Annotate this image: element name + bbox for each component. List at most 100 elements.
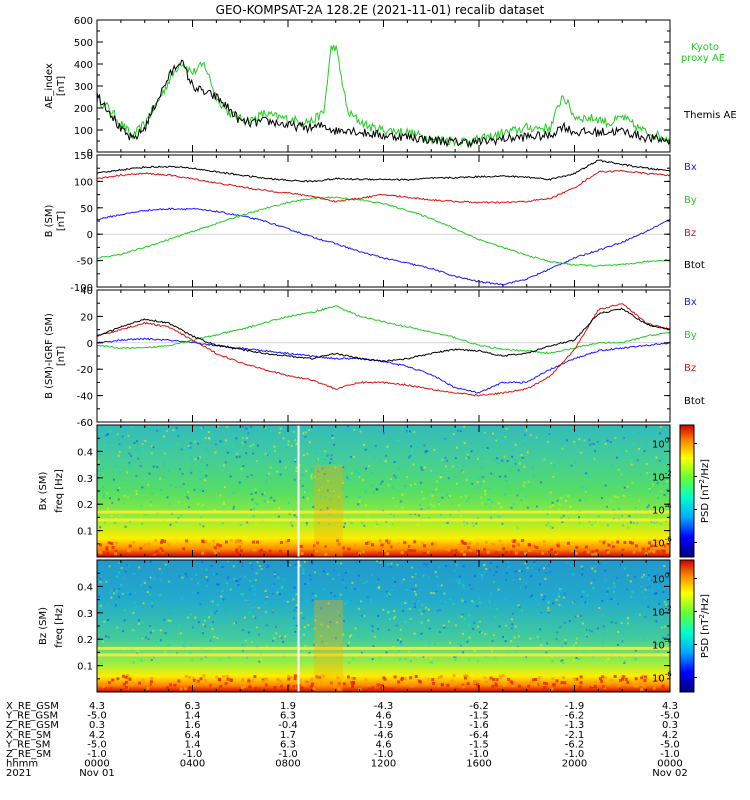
ephemeris-value: -5.0 — [87, 739, 107, 750]
ephemeris-row-label: Y_RE_GSM — [5, 711, 58, 722]
spectral-band — [97, 646, 670, 650]
legend-by: By — [684, 330, 697, 341]
ephemeris-row-label: Z_RE_SM — [6, 749, 51, 760]
y-tick-label: 20 — [80, 312, 93, 323]
ephemeris-value: 0000 — [84, 759, 109, 770]
y-axis-label: Bx (SM) — [38, 472, 49, 511]
legend-bz: Bz — [684, 228, 696, 239]
y-tick-label: 0.4 — [77, 582, 93, 593]
ae-series-label: Themis AE — [683, 110, 737, 121]
y-tick-label: 0.4 — [77, 447, 93, 458]
y-axis-label: B (SM)-IGRF (SM) — [44, 313, 55, 399]
ephemeris-value: 0.3 — [662, 720, 678, 731]
ephemeris-value: 4.6 — [376, 711, 392, 722]
y-axis-label: B (SM) — [44, 204, 55, 237]
y-axis-label: freq [Hz] — [54, 604, 65, 648]
y-tick-label: 0.3 — [77, 474, 93, 485]
ephemeris-row-label: Y_RE_SM — [5, 739, 50, 750]
ephemeris-value: 1.9 — [280, 701, 296, 712]
colorbar-tick-label: 10-4 — [652, 502, 672, 516]
chart-title: GEO-KOMPSAT-2A 128.2E (2021-11-01) recal… — [216, 3, 545, 17]
ephemeris-value: -5.0 — [660, 711, 680, 722]
colorbar-label: PSD [nT2/Hz] — [698, 594, 711, 658]
ephemeris-value: -1.0 — [469, 749, 489, 760]
ephemeris-row-label: Z_RE_GSM — [6, 720, 59, 731]
ephemeris-value: -5.0 — [660, 739, 680, 750]
legend-bx: Bx — [684, 297, 697, 308]
y-axis-label: [nT] — [56, 76, 67, 96]
colorbar-tick-label: 10-6 — [652, 535, 672, 549]
ephemeris-value: -6.2 — [469, 701, 489, 712]
ephemeris-value: 6.3 — [185, 701, 201, 712]
panel-frame — [96, 19, 671, 153]
spectral-band — [97, 510, 670, 514]
series-kyoto-proxy-ae-line — [97, 45, 670, 147]
ephemeris-value: -1.9 — [565, 701, 585, 712]
colorbar-tick-label: 100 — [652, 571, 669, 585]
ephemeris-value: -1.0 — [374, 749, 394, 760]
series-bz-line — [97, 169, 670, 204]
y-axis-label: [nT] — [56, 346, 67, 366]
colorbar-tick-label: 100 — [652, 436, 669, 450]
legend-bx: Bx — [684, 162, 697, 173]
ephemeris-value: 4.2 — [662, 730, 678, 741]
ephemeris-value: 2000 — [562, 759, 587, 770]
panel-frame — [96, 154, 671, 288]
y-tick-label: -50 — [77, 257, 93, 268]
y-tick-label: -60 — [77, 418, 93, 429]
y-axis-label: freq [Hz] — [54, 469, 65, 513]
y-tick-label: 300 — [74, 82, 93, 93]
spectrogram-texture — [97, 560, 669, 691]
ephemeris-value: -6.2 — [565, 739, 585, 750]
series-themis-ae-line — [97, 59, 670, 149]
y-tick-label: 0 — [87, 230, 93, 241]
ephemeris-value: 0800 — [275, 759, 300, 770]
legend-btot: Btot — [684, 260, 705, 271]
y-tick-label: -100 — [70, 283, 93, 294]
ephemeris-value: 6.4 — [185, 730, 201, 741]
ephemeris-value: 6.3 — [280, 739, 296, 750]
ephemeris-row-label: X_RE_GSM — [6, 701, 59, 712]
series-bz-line — [97, 303, 670, 397]
y-axis-label: AE_index — [44, 63, 55, 109]
ephemeris-value: -1.6 — [469, 720, 489, 731]
ephemeris-value: -6.2 — [565, 711, 585, 722]
ephemeris-value: -1.5 — [469, 711, 489, 722]
ephemeris-value: 6.3 — [280, 711, 296, 722]
spectral-band — [97, 518, 670, 522]
ephemeris-value: 1600 — [466, 759, 491, 770]
legend-by: By — [684, 195, 697, 206]
series-bx-line — [97, 207, 670, 286]
ephemeris-value: 0000 — [657, 759, 682, 770]
ephemeris-row-label: 2021 — [6, 768, 31, 779]
disturbance-column — [314, 465, 343, 557]
ephemeris-value: 4.6 — [376, 739, 392, 750]
y-tick-label: 400 — [74, 60, 93, 71]
ephemeris-value: 1.7 — [280, 730, 296, 741]
legend-btot: Btot — [684, 396, 705, 407]
series-btot-line — [97, 159, 670, 183]
spectral-band — [97, 653, 670, 657]
ephemeris-value: 4.2 — [89, 730, 105, 741]
ephemeris-value: -1.5 — [469, 739, 489, 750]
ephemeris-table: X_RE_GSMY_RE_GSMZ_RE_GSMX_RE_SMY_RE_SMZ_… — [5, 701, 688, 779]
ephemeris-value: 1.6 — [185, 720, 201, 731]
y-axis-label: Bz (SM) — [38, 607, 49, 645]
spectrogram-bx — [97, 425, 670, 557]
y-tick-label: 0.2 — [77, 635, 93, 646]
series-bx-line — [97, 337, 670, 394]
data-gap-line — [297, 425, 300, 557]
y-tick-label: 0 — [87, 339, 93, 350]
ephemeris-value: Nov 01 — [79, 768, 114, 779]
colorbar-tick-label: 10-4 — [652, 637, 672, 651]
y-tick-label: 0.1 — [77, 527, 93, 538]
ephemeris-value: 1.4 — [185, 739, 201, 750]
disturbance-column — [314, 600, 343, 692]
ephemeris-value: -1.0 — [87, 749, 107, 760]
y-tick-label: 150 — [74, 151, 93, 162]
colorbar-label: PSD [nT2/Hz] — [698, 459, 711, 523]
ephemeris-value: -4.6 — [374, 730, 394, 741]
data-gap-line — [297, 560, 300, 692]
y-tick-label: 100 — [74, 126, 93, 137]
